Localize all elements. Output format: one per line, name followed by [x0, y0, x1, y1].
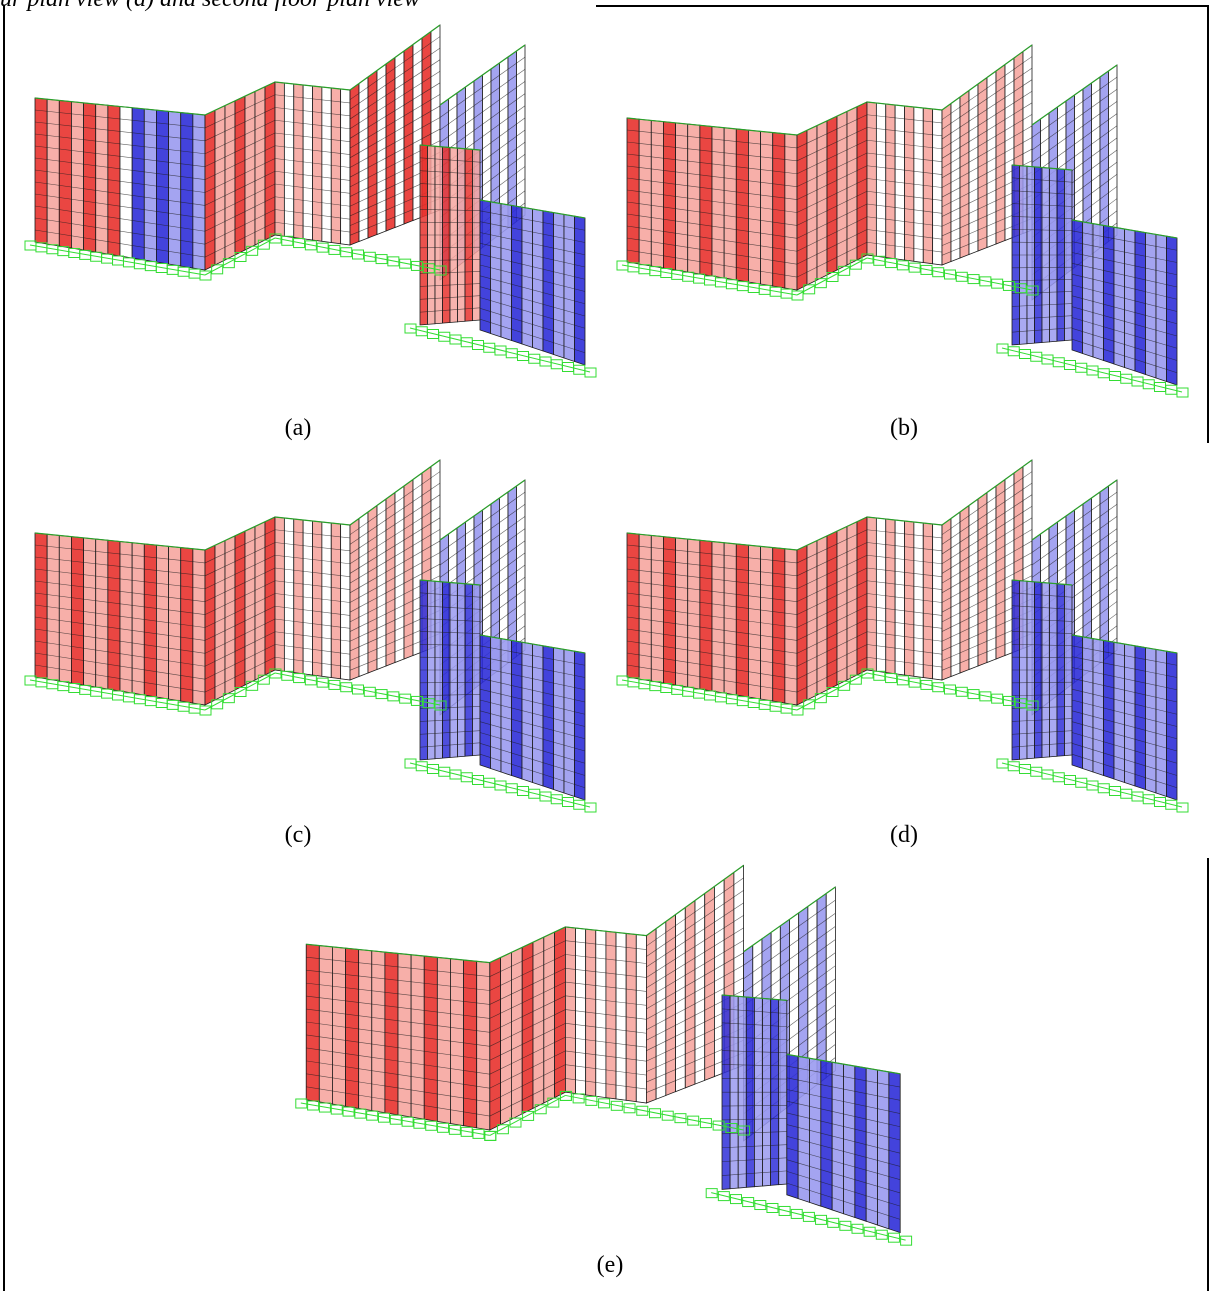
wall-middle — [796, 516, 868, 706]
deformed-shape-e — [295, 864, 913, 1246]
wall-front-right — [786, 1053, 901, 1234]
wall-centre — [564, 926, 647, 1104]
wall-front-right — [479, 199, 586, 366]
wall-front-right — [479, 634, 586, 801]
support-front — [705, 1188, 913, 1246]
header-text: ur plan view (d) and second floor plan v… — [0, 0, 420, 13]
support-centre — [269, 668, 447, 711]
wall-core — [721, 994, 788, 1190]
support-front — [996, 343, 1189, 398]
support-front — [404, 758, 597, 813]
wall-core — [419, 579, 481, 761]
wall-centre — [866, 516, 943, 681]
panel-caption-d: (d) — [890, 822, 918, 848]
deformed-shape-d — [616, 459, 1189, 813]
wall-centre — [274, 81, 351, 246]
support-centre — [269, 233, 447, 276]
wall-centre — [866, 101, 943, 266]
deformed-shape-a — [24, 24, 597, 378]
wall-left — [34, 532, 206, 706]
support-centre — [559, 1090, 751, 1136]
frame-top-right — [596, 5, 1208, 7]
support-centre — [861, 253, 1039, 296]
deformed-shape-c — [24, 459, 597, 813]
panel-caption-c: (c) — [284, 822, 312, 848]
panel-caption-b: (b) — [890, 415, 918, 441]
support-left — [616, 675, 804, 716]
wall-left — [34, 97, 206, 271]
wall-front-right — [1071, 219, 1178, 386]
panel-caption-a: (a) — [284, 415, 312, 441]
support-front — [404, 323, 597, 378]
wall-core — [419, 144, 481, 326]
panel-caption-e: (e) — [596, 1252, 624, 1278]
wall-middle — [204, 516, 276, 706]
wall-left — [626, 532, 798, 706]
support-left — [616, 260, 804, 301]
wall-left — [305, 943, 491, 1131]
wall-middle — [796, 101, 868, 291]
wall-middle — [204, 81, 276, 271]
wall-left — [626, 117, 798, 291]
frame-right-border-top — [1207, 5, 1209, 443]
wall-tall — [941, 459, 1033, 681]
frame-left-border — [3, 5, 5, 1291]
wall-front-right — [1071, 634, 1178, 801]
support-left — [295, 1098, 497, 1141]
frame-right-border-bottom — [1207, 858, 1209, 1291]
support-front — [996, 758, 1189, 813]
deformed-shape-b — [616, 44, 1189, 398]
wall-centre — [274, 516, 351, 681]
wall-core — [1011, 579, 1073, 761]
wall-middle — [489, 926, 566, 1131]
support-middle — [791, 253, 874, 301]
wall-core — [1011, 164, 1073, 346]
support-centre — [861, 668, 1039, 711]
